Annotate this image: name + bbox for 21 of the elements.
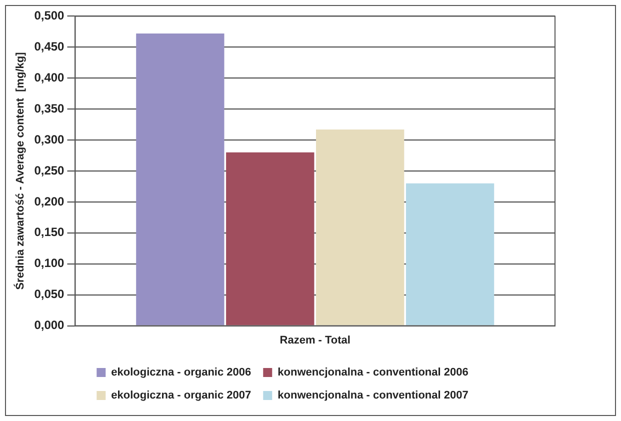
bar [136, 34, 224, 326]
legend-label: ekologiczna - organic 2006 [111, 366, 252, 379]
legend-label: konwencjonalna - conventional 2006 [278, 366, 468, 379]
y-tick-label: 0,200 [34, 194, 65, 208]
legend-label: konwencjonalna - conventional 2007 [278, 390, 468, 402]
y-tick-label: 0,150 [34, 225, 65, 240]
y-tick-label: 0,350 [34, 101, 65, 116]
bar [226, 152, 314, 326]
y-tick-label: 0,000 [34, 318, 65, 332]
y-axis-title: Średnia zawartość - Average content [mg/kg] [14, 52, 27, 290]
y-tick-label: 0,300 [34, 132, 65, 146]
y-tick-label: 0,400 [34, 70, 65, 84]
y-tick-label: 0,500 [34, 8, 65, 23]
y-tick-label: 0,250 [34, 163, 65, 178]
legend-label: ekologiczna - organic 2007 [111, 390, 252, 402]
x-tick-label: Razem - Total [280, 334, 350, 346]
bar [406, 183, 494, 326]
y-tick-label: 0,100 [34, 256, 65, 270]
y-tick-label: 0,450 [34, 39, 65, 54]
bar [316, 130, 404, 326]
y-tick-label: 0,050 [34, 287, 65, 302]
